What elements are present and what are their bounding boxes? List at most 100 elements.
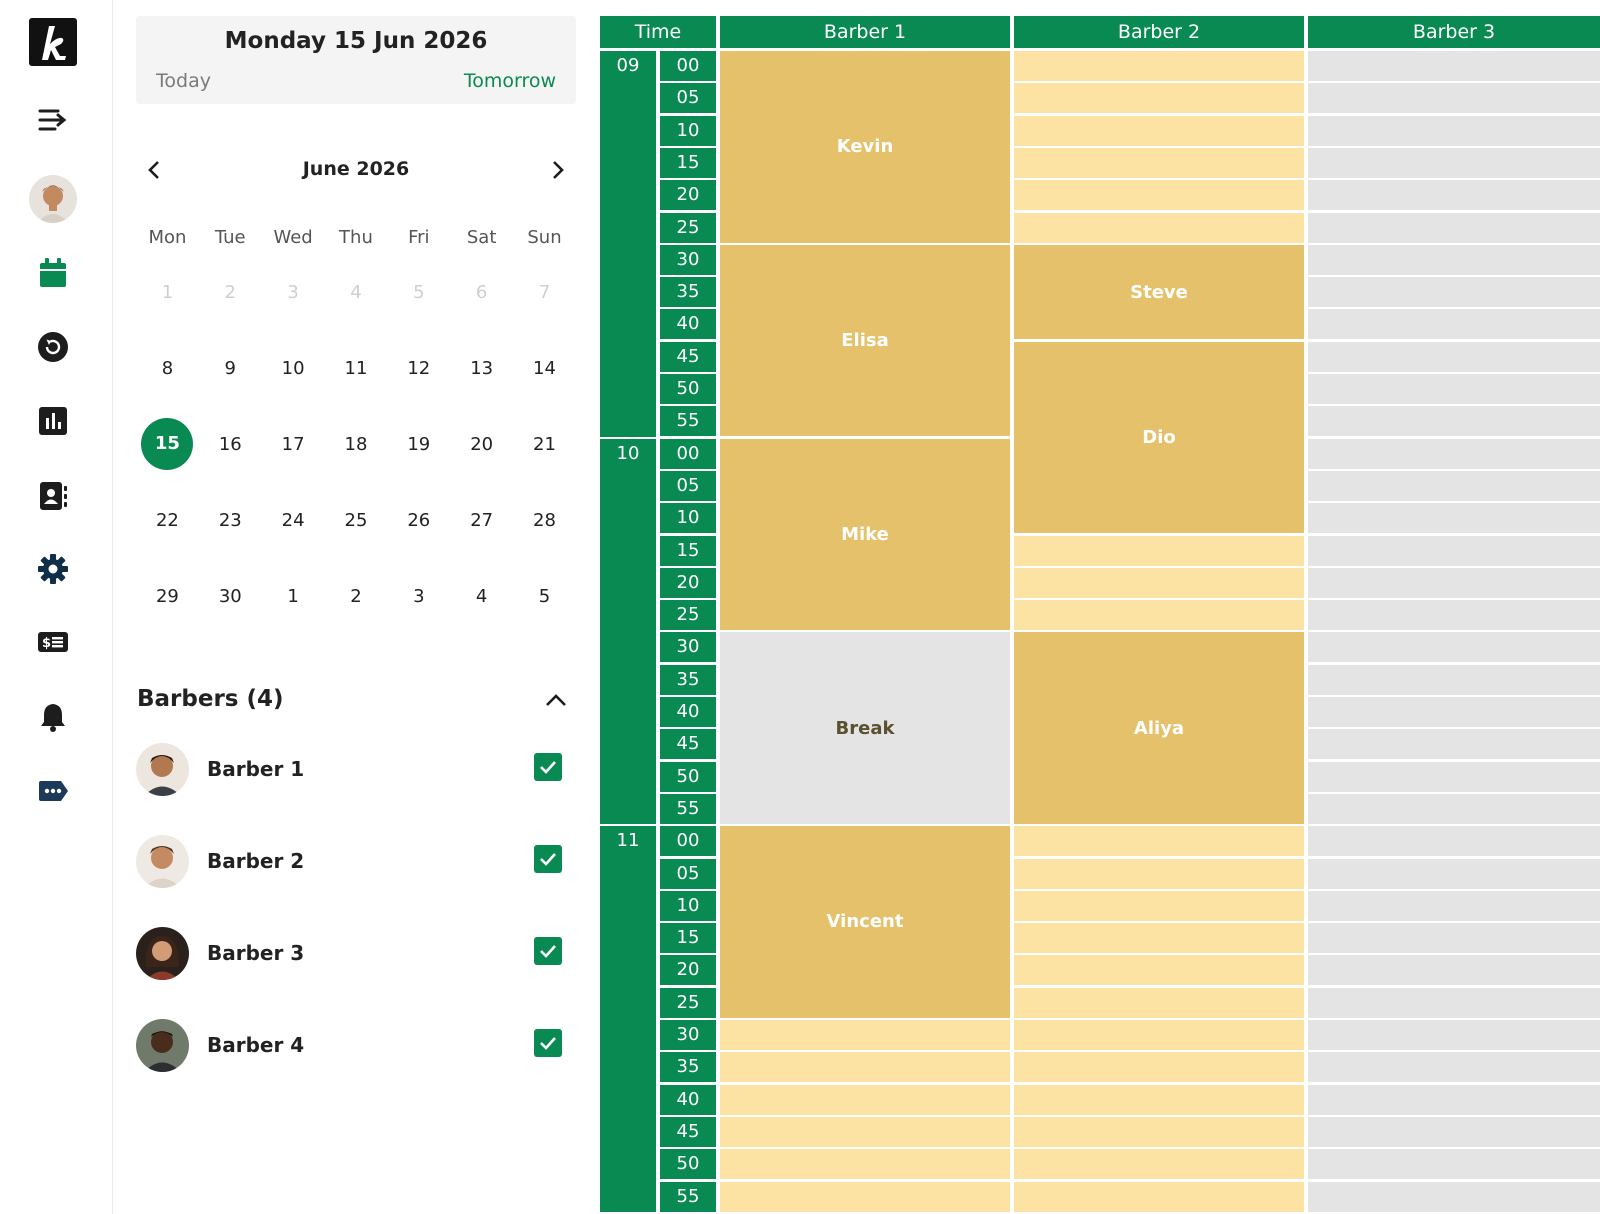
calendar-day[interactable]: 25 — [344, 509, 368, 531]
collapse-barbers-button[interactable] — [540, 686, 572, 718]
calendar-day[interactable]: 8 — [161, 357, 174, 379]
calendar-day[interactable]: 26 — [407, 509, 431, 531]
chart-icon[interactable] — [30, 398, 76, 444]
calendar-day[interactable]: 19 — [407, 433, 431, 455]
open-time-slot[interactable] — [720, 1149, 1010, 1180]
barber-name: Barber 2 — [207, 849, 305, 873]
calendar-day[interactable]: 14 — [533, 357, 556, 379]
calendar-day[interactable]: 18 — [344, 433, 368, 455]
appointment-block[interactable]: Aliya — [1014, 632, 1304, 824]
open-time-slot[interactable] — [1014, 535, 1304, 566]
calendar-day[interactable]: 24 — [281, 509, 305, 531]
calendar-day[interactable]: 10 — [281, 357, 305, 379]
menu-expand-icon[interactable] — [30, 97, 76, 143]
unavailable-slot — [1308, 632, 1600, 663]
barber-checkbox[interactable] — [534, 753, 562, 781]
calendar-day[interactable]: 4 — [475, 585, 488, 607]
barber-checkbox[interactable] — [534, 1029, 562, 1057]
calendar-day[interactable]: 30 — [218, 585, 242, 607]
calendar-day[interactable]: 5 — [538, 585, 551, 607]
calendar-day[interactable]: 29 — [155, 585, 179, 607]
appointment-block[interactable]: Dio — [1014, 341, 1304, 534]
open-time-slot[interactable] — [720, 1084, 1010, 1115]
open-time-slot[interactable] — [1014, 1052, 1304, 1083]
open-time-slot[interactable] — [1014, 826, 1304, 857]
open-time-slot[interactable] — [1014, 923, 1304, 954]
calendar-day[interactable]: 21 — [533, 433, 556, 455]
calendar-day[interactable]: 23 — [218, 509, 242, 531]
notifications-icon[interactable] — [30, 694, 76, 740]
calendar-day[interactable]: 13 — [470, 357, 494, 379]
minute-label: 40 — [660, 1084, 716, 1115]
calendar-day[interactable]: 20 — [470, 433, 494, 455]
contacts-icon[interactable] — [30, 473, 76, 519]
open-time-slot[interactable] — [1014, 1181, 1304, 1212]
prev-month-button[interactable] — [136, 152, 172, 188]
open-time-slot[interactable] — [1014, 1149, 1304, 1180]
next-month-button[interactable] — [540, 152, 576, 188]
today-button[interactable]: Today — [156, 70, 211, 92]
open-time-slot[interactable] — [1014, 600, 1304, 631]
calendar-day[interactable]: 3 — [413, 585, 425, 607]
calendar-day[interactable]: 16 — [218, 433, 242, 455]
calendar-day[interactable]: 28 — [533, 509, 556, 531]
calendar-day[interactable]: 1 — [287, 585, 299, 607]
open-time-slot[interactable] — [1014, 83, 1304, 114]
open-time-slot[interactable] — [1014, 212, 1304, 243]
open-time-slot[interactable] — [720, 1116, 1010, 1147]
weekday-header: Mon Tue Wed Thu Fri Sat Sun — [136, 220, 576, 254]
appointment-block[interactable]: Elisa — [720, 244, 1010, 437]
minute-label: 55 — [660, 1181, 716, 1212]
unavailable-slot — [1308, 147, 1600, 178]
open-time-slot[interactable] — [720, 1181, 1010, 1212]
history-icon[interactable] — [30, 324, 76, 370]
calendar-day[interactable]: 27 — [470, 509, 494, 531]
open-time-slot[interactable] — [1014, 955, 1304, 986]
barber-row: Barber 4 — [136, 1015, 576, 1075]
appointment-block[interactable]: Vincent — [720, 826, 1010, 1018]
unavailable-slot — [1308, 503, 1600, 534]
billing-icon[interactable]: $ — [30, 619, 76, 665]
weekday-label: Thu — [339, 226, 373, 248]
calendar-day[interactable]: 12 — [407, 357, 431, 379]
open-time-slot[interactable] — [720, 1052, 1010, 1083]
settings-icon[interactable] — [30, 546, 76, 592]
calendar-day[interactable]: 22 — [155, 509, 179, 531]
open-time-slot[interactable] — [1014, 51, 1304, 81]
barber-checkbox[interactable] — [534, 845, 562, 873]
open-time-slot[interactable] — [1014, 1020, 1304, 1050]
open-time-slot[interactable] — [1014, 1084, 1304, 1115]
barber-checkbox[interactable] — [534, 937, 562, 965]
logo-icon[interactable] — [29, 18, 77, 66]
open-time-slot[interactable] — [1014, 987, 1304, 1018]
unavailable-slot — [1308, 212, 1600, 243]
calendar-day[interactable]: 2 — [350, 585, 362, 607]
barber-column-header: Barber 2 — [1014, 16, 1304, 48]
calendar-day-selected[interactable]: 15 — [136, 418, 199, 470]
open-time-slot[interactable] — [720, 1020, 1010, 1050]
open-time-slot[interactable] — [1014, 147, 1304, 178]
tomorrow-button[interactable]: Tomorrow — [463, 70, 556, 92]
appointment-block[interactable]: Kevin — [720, 51, 1010, 243]
open-time-slot[interactable] — [1014, 890, 1304, 921]
calendar-day[interactable]: 17 — [281, 433, 305, 455]
appointment-block[interactable]: Mike — [720, 438, 1010, 631]
selected-day-label: 15 — [141, 418, 194, 470]
open-time-slot[interactable] — [1014, 1116, 1304, 1147]
calendar-week: 1 2 3 4 5 6 7 — [136, 254, 576, 330]
calendar-day[interactable]: 11 — [344, 357, 368, 379]
minute-label: 10 — [660, 503, 716, 534]
minute-label: 15 — [660, 923, 716, 954]
messages-icon[interactable] — [30, 768, 76, 814]
open-time-slot[interactable] — [1014, 180, 1304, 211]
profile-avatar[interactable] — [29, 175, 77, 223]
open-time-slot[interactable] — [1014, 115, 1304, 146]
appointment-block[interactable]: Steve — [1014, 244, 1304, 340]
unavailable-slot — [1308, 309, 1600, 340]
hour-label: 11 — [600, 826, 656, 1212]
open-time-slot[interactable] — [1014, 858, 1304, 889]
unavailable-slot — [1308, 244, 1600, 275]
calendar-day[interactable]: 9 — [224, 357, 236, 379]
calendar-icon[interactable] — [30, 250, 76, 296]
open-time-slot[interactable] — [1014, 567, 1304, 598]
